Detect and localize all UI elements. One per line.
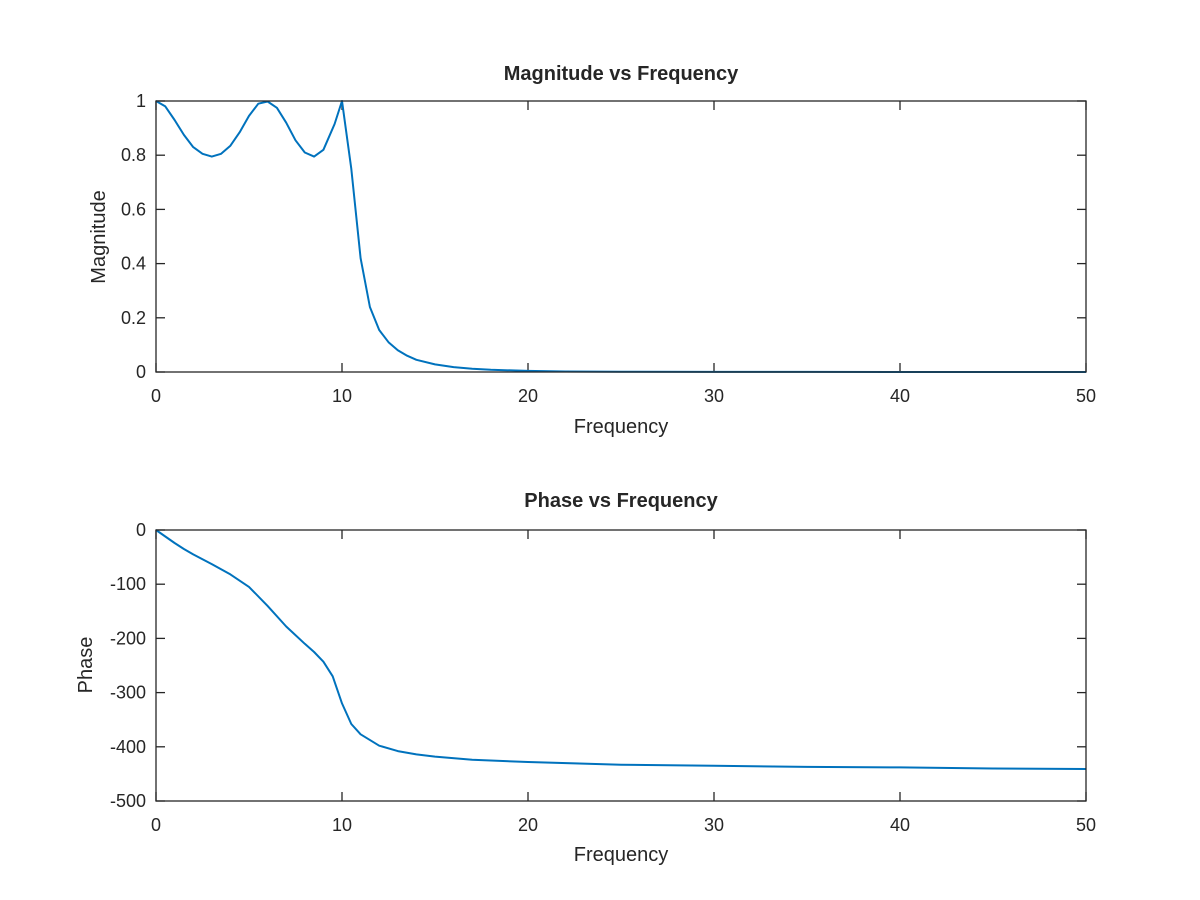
phase-y-tick-label: -100 (110, 574, 146, 594)
phase-subplot: Phase vs Frequency Frequency Phase 0 10 20… (75, 490, 1096, 866)
phase-x-tick-label: 50 (1076, 815, 1096, 835)
phase-series-line (155, 529, 1087, 770)
magnitude-y-tick-label: 0.8 (121, 145, 146, 165)
magnitude-x-axis-label: Frequency (574, 416, 669, 438)
magnitude-y-tick-label: 0.4 (121, 254, 146, 274)
phase-y-tick-label: -300 (110, 683, 146, 703)
phase-chart-title: Phase vs Frequency (524, 490, 718, 512)
phase-y-axis-label: Phase (75, 637, 97, 694)
magnitude-x-tick-label: 30 (704, 386, 724, 406)
magnitude-y-tick-label: 0.6 (121, 199, 146, 219)
magnitude-x-tick-label: 0 (151, 386, 161, 406)
magnitude-y-tick-label: 0 (136, 362, 146, 382)
magnitude-axes-box (155, 100, 1087, 373)
magnitude-chart-title: Magnitude vs Frequency (504, 63, 739, 85)
magnitude-x-tick-label: 50 (1076, 386, 1096, 406)
magnitude-ticks: 0 10 20 30 40 50 0 0.2 0.4 0.6 0.8 1 (121, 91, 1096, 406)
phase-x-axis-label: Frequency (574, 844, 669, 866)
phase-x-tick-label: 10 (332, 815, 352, 835)
phase-y-tick-label: -400 (110, 737, 146, 757)
magnitude-y-tick-label: 0.2 (121, 308, 146, 328)
phase-axes-box (155, 529, 1087, 802)
magnitude-x-tick-label: 20 (518, 386, 538, 406)
magnitude-x-tick-label: 10 (332, 386, 352, 406)
magnitude-y-axis-label: Magnitude (88, 190, 110, 283)
magnitude-subplot: Magnitude vs Frequency Frequency Magnitu… (88, 63, 1096, 438)
phase-x-tick-label: 40 (890, 815, 910, 835)
phase-x-tick-label: 0 (151, 815, 161, 835)
phase-y-tick-label: -500 (110, 791, 146, 811)
phase-series-layer (155, 529, 1087, 770)
magnitude-y-tick-label: 1 (136, 91, 146, 111)
phase-x-tick-label: 30 (704, 815, 724, 835)
phase-y-tick-label: 0 (136, 520, 146, 540)
phase-x-tick-label: 20 (518, 815, 538, 835)
phase-ticks: 0 10 20 30 40 50 -500 -400 -300 -200 -100 0 (110, 520, 1096, 835)
phase-y-tick-label: -200 (110, 628, 146, 648)
magnitude-x-tick-label: 40 (890, 386, 910, 406)
